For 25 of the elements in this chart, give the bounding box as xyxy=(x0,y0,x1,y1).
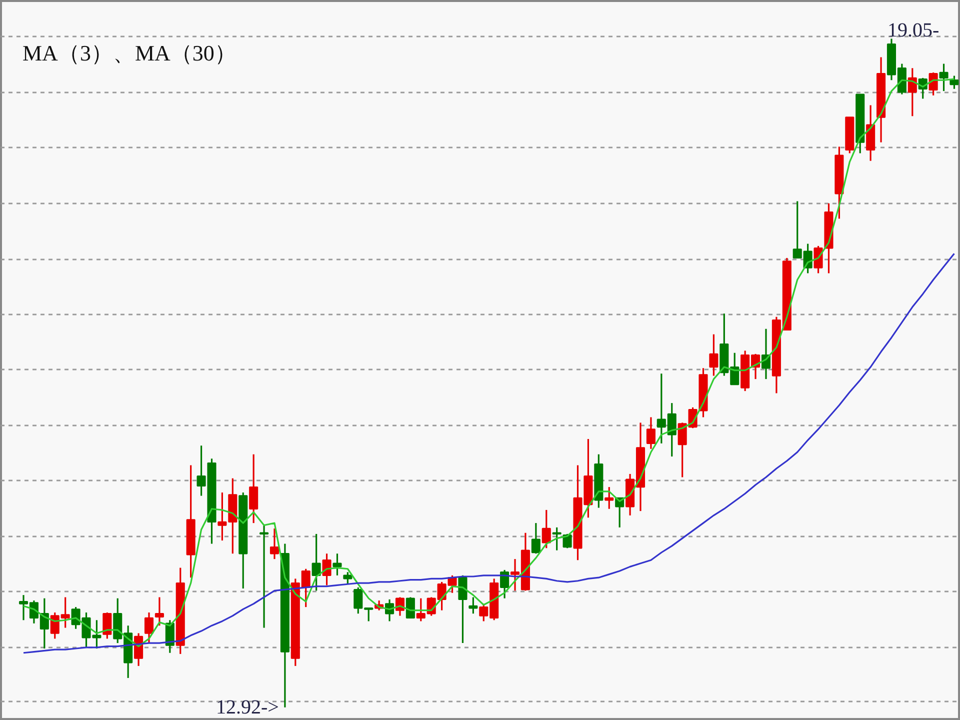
candlestick xyxy=(646,416,656,450)
candlestick xyxy=(928,72,938,96)
annotation: 19.05- xyxy=(887,20,940,42)
candlestick xyxy=(542,509,551,549)
candlestick xyxy=(406,596,415,619)
candlestick xyxy=(249,454,258,524)
candlestick xyxy=(468,596,478,614)
candlestick xyxy=(950,74,959,90)
candlestick xyxy=(939,62,948,92)
candlestick xyxy=(270,528,280,560)
candlestick xyxy=(154,596,164,626)
candlestick xyxy=(102,612,112,640)
candlestick xyxy=(531,522,540,554)
candlestick xyxy=(260,524,269,629)
candlestick xyxy=(343,571,352,585)
candlestick xyxy=(500,569,510,600)
candlestick xyxy=(144,612,154,644)
candlestick xyxy=(332,552,342,576)
candlestick xyxy=(312,533,321,592)
candlestick xyxy=(458,574,468,644)
candlestick xyxy=(709,334,718,377)
text: MA（3）、MA（30） xyxy=(22,40,236,66)
candlestick xyxy=(604,486,614,510)
candlestick xyxy=(552,526,562,552)
annotation: 12.92-> xyxy=(216,696,279,718)
